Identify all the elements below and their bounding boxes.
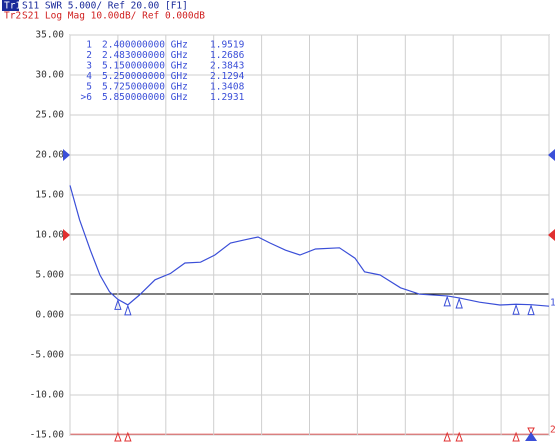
trace-line (69, 185, 550, 307)
marker-triangle (512, 303, 520, 315)
ref-marker (548, 229, 555, 241)
marker-freq: 5.725000000 GHz (102, 82, 188, 93)
ref-marker (63, 149, 70, 161)
marker-label: >6 (81, 92, 93, 103)
marker-triangle (443, 295, 451, 307)
y-tick-label: -10.00 (30, 390, 65, 401)
marker-freq: 5.850000000 GHz (102, 92, 188, 103)
y-tick-label: 35.00 (35, 30, 64, 41)
marker-value: 1.2931 (210, 92, 245, 103)
marker-triangle (455, 297, 463, 309)
marker-freq: 2.483000000 GHz (102, 50, 188, 61)
marker-value: 2.1294 (210, 71, 245, 82)
marker-label: 4 (86, 71, 92, 82)
trace2-end-label: 2 (550, 425, 555, 436)
y-tick-label: 25.00 (35, 110, 64, 121)
y-tick-label: 20.00 (35, 150, 64, 161)
y-tick-label: 30.00 (35, 70, 64, 81)
trace2-marker (124, 431, 132, 442)
marker-freq: 2.400000000 GHz (102, 40, 188, 51)
active-trace-box (2, 0, 19, 11)
marker-value: 1.9519 (210, 40, 245, 51)
marker-label: 1 (86, 40, 92, 51)
y-tick-label: 5.000 (35, 270, 64, 281)
active-marker (525, 432, 538, 441)
marker-label: 2 (86, 50, 92, 61)
y-tick-label: 10.00 (35, 230, 64, 241)
trace2-marker (114, 431, 122, 442)
marker-label: 3 (86, 61, 92, 72)
marker-triangle (114, 298, 122, 310)
marker-value: 1.3408 (210, 82, 245, 93)
marker-value: 1.2686 (210, 50, 245, 61)
trace1-tag[interactable]: Tr1 (4, 1, 21, 12)
ref-marker (63, 229, 70, 241)
y-tick-label: -15.00 (30, 430, 65, 441)
trace2-info: S21 Log Mag 10.00dB/ Ref 0.000dB (22, 11, 205, 22)
trace2-marker (455, 431, 463, 442)
trace1-end-label: 1 (550, 298, 555, 309)
trace2-tag[interactable]: Tr2 (4, 11, 21, 22)
ref-marker (548, 149, 555, 161)
marker-freq: 5.250000000 GHz (102, 71, 188, 82)
trace1-info: S11 SWR 5.000/ Ref 20.00 [F1] (22, 1, 188, 12)
marker-value: 2.3843 (210, 61, 244, 72)
trace2-marker (527, 427, 535, 436)
marker-triangle (527, 304, 535, 316)
marker-label: 5 (86, 82, 92, 93)
marker-triangle (124, 304, 132, 316)
y-tick-label: 0.000 (35, 310, 64, 321)
trace2-marker (443, 431, 451, 442)
trace2-marker (512, 431, 520, 442)
y-tick-label: 15.00 (35, 190, 64, 201)
y-tick-label: -5.000 (30, 350, 65, 361)
marker-freq: 5.150000000 GHz (102, 61, 188, 72)
